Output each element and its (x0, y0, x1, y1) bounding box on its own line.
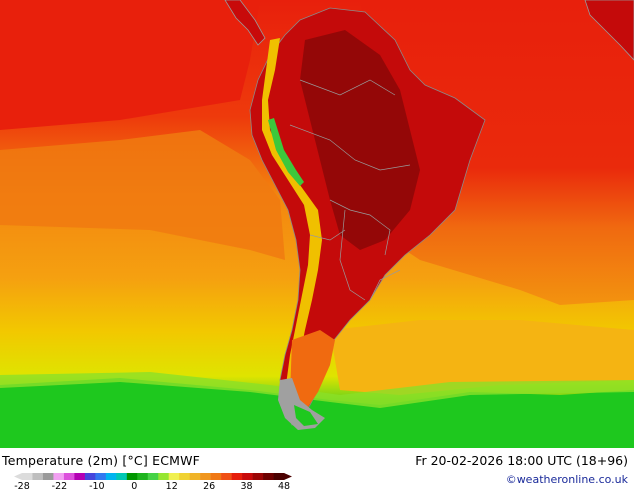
valid-time: Fr 20-02-2026 18:00 UTC (18+96) (415, 453, 628, 468)
southern-ocean-green (0, 378, 634, 448)
color-legend: -28 -22 -10 0 12 26 38 48 (14, 473, 292, 490)
south-atlantic-yellow (330, 320, 634, 395)
tierra-del-fuego-green (294, 405, 318, 426)
legend-swatch (95, 473, 107, 480)
legend-swatch (168, 473, 180, 480)
legend-swatch (116, 473, 128, 480)
legend-swatch (179, 473, 190, 480)
legend-swatch (53, 473, 65, 480)
andes-cool-strip (262, 38, 322, 395)
legend-swatch (231, 473, 243, 480)
pacific-orange-zone (0, 130, 285, 260)
legend-tick-label: -22 (52, 481, 68, 490)
legend-swatch (242, 473, 253, 480)
legend-swatch (210, 473, 222, 480)
legend-swatch (63, 473, 75, 480)
legend-tick-label: 48 (278, 481, 290, 490)
legend-tick-label: 26 (203, 481, 215, 490)
country-borders (289, 79, 411, 301)
central-america-land (224, 0, 266, 46)
legend-swatch (158, 473, 170, 480)
legend-swatch (147, 473, 159, 480)
legend-swatch (105, 473, 117, 480)
legend-tick-label: 12 (166, 481, 178, 490)
legend-ticks: -28 -22 -10 0 12 26 38 48 (14, 481, 290, 490)
legend-swatch (137, 473, 149, 480)
andes-green-patches (268, 118, 304, 186)
legend-tick-label: 38 (241, 481, 253, 490)
legend-swatch (84, 473, 96, 480)
legend-arrow-low (14, 473, 22, 480)
africa-land (584, 0, 634, 61)
temperature-map (0, 0, 634, 448)
legend-swatch (126, 473, 138, 480)
legend-tick-label: 0 (131, 481, 137, 490)
legend-tick-label: -10 (89, 481, 105, 490)
interior-hot-zone (300, 30, 420, 250)
southern-ocean-lightgreen (0, 372, 634, 408)
legend-swatch (32, 473, 44, 480)
legend-swatch (263, 473, 274, 480)
credit-link[interactable]: ©weatheronline.co.uk (505, 473, 628, 486)
legend-swatch (42, 473, 54, 480)
legend-swatch (273, 473, 285, 480)
legend-arrow-high (284, 473, 292, 480)
map-footer: Temperature (2m) [°C] ECMWF Fr 20-02-202… (0, 448, 634, 490)
map-title: Temperature (2m) [°C] ECMWF (2, 453, 201, 468)
legend-swatch (189, 473, 201, 480)
pacific-warm-zone (0, 0, 260, 130)
legend-tick-label: -28 (14, 481, 30, 490)
legend-swatch (221, 473, 232, 480)
legend-swatches (14, 473, 292, 480)
legend-swatch (200, 473, 211, 480)
legend-swatch (22, 473, 33, 480)
patagonia-orange (290, 330, 335, 415)
legend-swatch (252, 473, 264, 480)
legend-swatch (74, 473, 86, 480)
